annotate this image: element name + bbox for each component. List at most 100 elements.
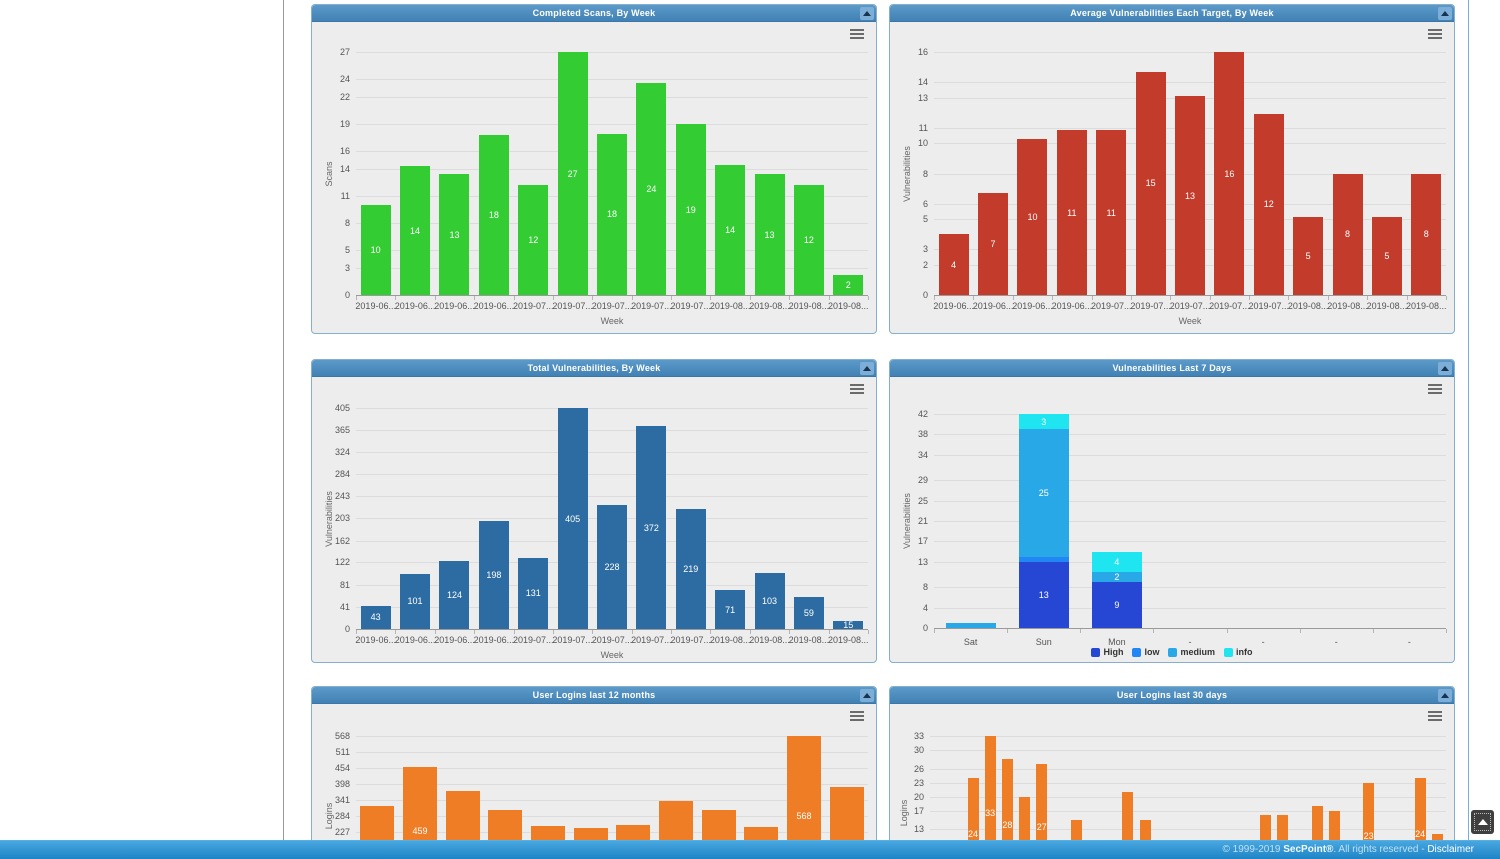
gridline [934, 52, 1446, 53]
bar [754, 174, 785, 295]
panel-collapse-button[interactable] [1438, 362, 1452, 375]
bar [1175, 96, 1205, 295]
x-axis-tick [1153, 629, 1155, 633]
legend-item-low[interactable]: low [1132, 647, 1159, 657]
y-tick-label: 0 [922, 290, 928, 300]
chart-menu-icon[interactable] [1428, 384, 1442, 396]
gridline [356, 124, 868, 125]
y-tick-label: 13 [913, 824, 924, 835]
legend-item-medium[interactable]: medium [1168, 647, 1215, 657]
collapse-up-icon [863, 693, 871, 698]
panel-collapse-button[interactable] [860, 362, 874, 375]
category-label: 2019-07... [552, 635, 593, 645]
bar-value-label: 103 [762, 595, 778, 606]
category-label: 2019-06... [1012, 301, 1053, 311]
gridline [930, 768, 1446, 770]
x-axis-tick [592, 630, 594, 634]
bar [715, 590, 746, 629]
chart-menu-icon[interactable] [850, 711, 864, 723]
panel-collapse-button[interactable] [1438, 689, 1452, 702]
legend-item-high[interactable]: High [1091, 647, 1123, 657]
chart-menu-icon[interactable] [850, 29, 864, 41]
gridline [356, 496, 868, 498]
y-tick-label: 42 [917, 409, 928, 419]
y-axis-title: Logins [899, 799, 909, 827]
y-tick-label: 21 [917, 516, 928, 526]
y-tick-label: 5 [344, 245, 350, 255]
bar [1019, 796, 1031, 859]
y-tick-label: 34 [917, 449, 928, 460]
chart-legend: High low medium info [890, 647, 1454, 657]
gridline [356, 783, 868, 785]
y-tick-label: 10 [917, 138, 928, 149]
gridline [934, 521, 1446, 522]
bar [984, 736, 996, 859]
bar-value-label: 3 [1041, 416, 1047, 427]
y-tick-label: 38 [917, 429, 928, 440]
brand-name: SecPoint® [1283, 844, 1334, 855]
panel-collapse-button[interactable] [860, 689, 874, 702]
bar [675, 124, 706, 295]
gridline [934, 541, 1446, 543]
gridline [934, 480, 1446, 482]
disclaimer-link[interactable]: Disclaimer [1427, 844, 1474, 855]
x-axis-tick [973, 296, 975, 300]
x-axis-tick [1406, 296, 1408, 300]
bar [400, 166, 431, 295]
legend-item-info[interactable]: info [1224, 647, 1253, 657]
copyright-text: © 1999-2019 [1222, 844, 1284, 855]
chart-menu-icon[interactable] [850, 384, 864, 396]
category-label: 2019-07... [512, 635, 554, 645]
y-tick-label: 203 [334, 513, 350, 524]
bar-value-label: 5 [1384, 250, 1390, 261]
bar-value-label: 27 [567, 168, 578, 179]
bar-value-label: 372 [643, 522, 659, 533]
bar [518, 557, 549, 629]
bar [787, 736, 821, 859]
bar-value-label: 8 [1423, 229, 1429, 240]
bar-value-label: 24 [646, 183, 657, 194]
bar [1414, 778, 1426, 859]
chart-menu-icon[interactable] [1428, 711, 1442, 723]
x-axis-tick [395, 296, 397, 300]
x-axis-title: Week [1178, 316, 1202, 326]
gridline [934, 561, 1446, 563]
category-label: 2019-06... [394, 301, 436, 311]
legend-label: High [1103, 647, 1124, 657]
panel-collapse-button[interactable] [1438, 7, 1452, 20]
x-axis-tick [474, 296, 476, 300]
x-axis-tick [513, 630, 515, 634]
y-tick-label: 5 [922, 214, 928, 225]
bar-value-label: 27 [1036, 822, 1047, 832]
bar-value-label: 4 [951, 259, 957, 270]
bar [439, 561, 470, 629]
scroll-to-top-button[interactable] [1471, 810, 1494, 834]
panel-header: Total Vulnerabilities, By Week [312, 360, 876, 377]
bar [978, 193, 1009, 295]
panel-title: User Logins last 30 days [1116, 690, 1228, 700]
bar-value-label: 10 [370, 245, 381, 255]
x-axis-tick [1080, 629, 1082, 633]
panel-user-logins-30-days: User Logins last 30 days 13 17 20 23 26 30 33 2… [889, 686, 1455, 859]
bar-value-label: 228 [604, 561, 620, 572]
x-axis-tick [1052, 296, 1054, 300]
panel-header: Completed Scans, By Week [312, 5, 876, 22]
category-label: Sat [963, 637, 978, 647]
gridline [356, 799, 868, 801]
bar [1056, 130, 1087, 295]
y-tick-label: 0 [922, 623, 928, 633]
x-axis-tick [1226, 629, 1228, 633]
x-axis-tick [1170, 296, 1172, 300]
y-tick-label: 17 [917, 536, 928, 547]
chart-menu-icon[interactable] [1428, 29, 1442, 41]
panel-total-vulnerabilities: Total Vulnerabilities, By Week 0 41 81 122 1… [311, 359, 877, 663]
x-axis-line [934, 628, 1446, 629]
category-label: 2019-08... [749, 635, 790, 645]
panel-collapse-button[interactable] [860, 7, 874, 20]
bar-value-label: 405 [565, 513, 581, 524]
legend-swatch-icon [1091, 647, 1101, 657]
y-tick-label: 2 [922, 259, 928, 270]
bar [360, 605, 391, 629]
panel-title: Completed Scans, By Week [532, 8, 656, 18]
category-label: 2019-07... [1169, 301, 1211, 311]
